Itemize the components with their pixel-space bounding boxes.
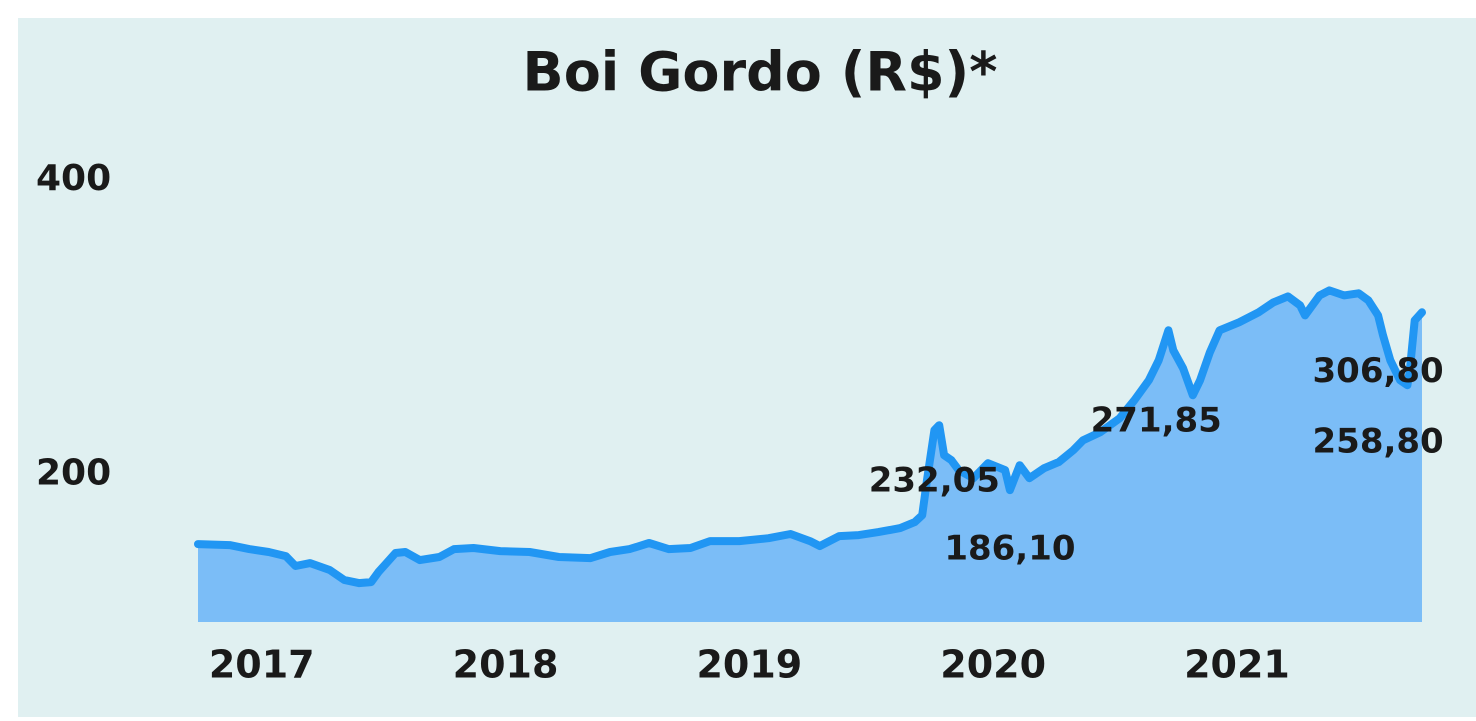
annotation: 271,85 <box>1091 401 1222 441</box>
line <box>194 286 1426 588</box>
x-tick-label: 2019 <box>696 643 802 687</box>
x-tick-label: 2021 <box>1184 643 1290 687</box>
y-tick-label: 200 <box>36 453 111 494</box>
annotation: 232,05 <box>869 461 1000 501</box>
x-tick-label: 2020 <box>940 643 1046 687</box>
annotation: 306,80 <box>1313 351 1444 391</box>
chart-title: Boi Gordo (R$)* <box>523 41 998 104</box>
x-tick-label: 2018 <box>453 643 559 687</box>
annotation: 186,10 <box>944 529 1075 569</box>
y-tick-label: 400 <box>36 158 111 199</box>
area <box>198 290 1422 622</box>
annotation: 258,80 <box>1313 422 1444 462</box>
x-tick-label: 2017 <box>209 643 315 687</box>
